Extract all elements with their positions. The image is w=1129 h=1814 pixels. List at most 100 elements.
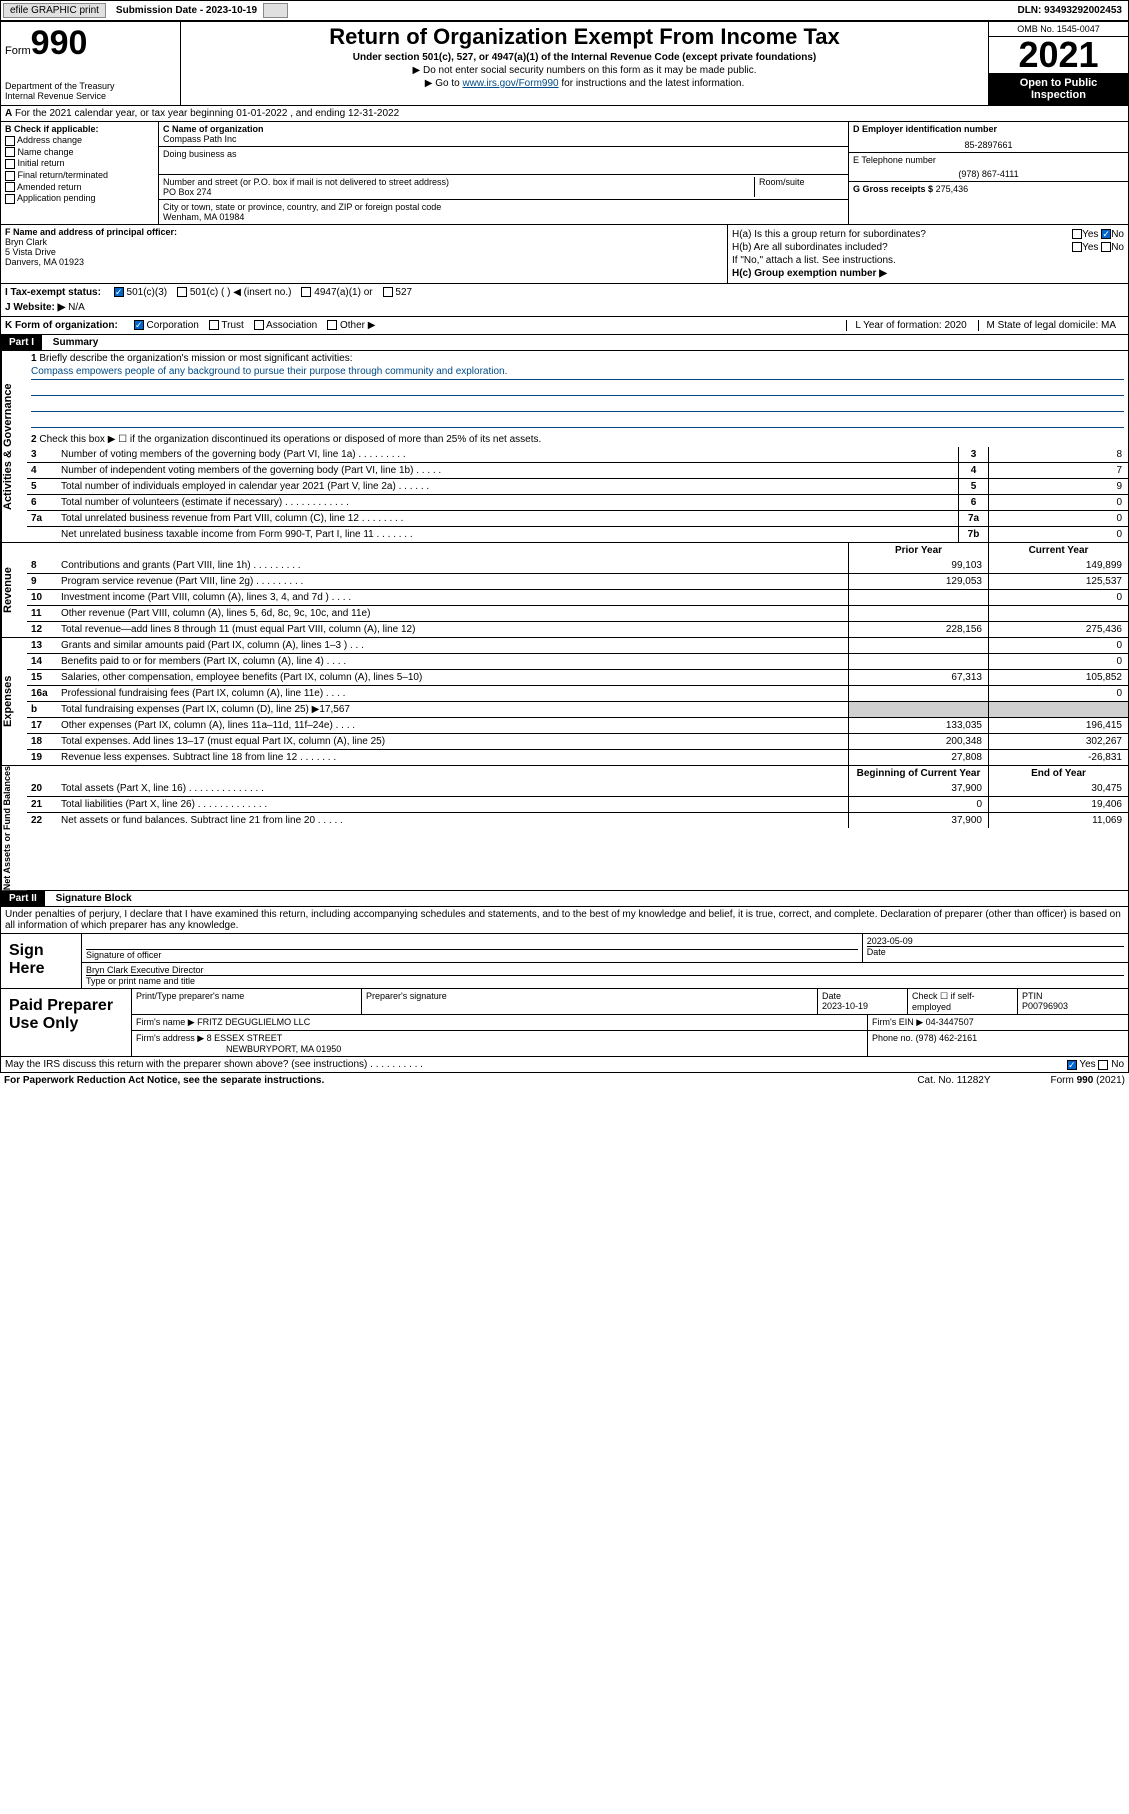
name-title-label: Type or print name and title — [86, 976, 1124, 986]
irs-link[interactable]: www.irs.gov/Form990 — [462, 78, 558, 89]
website: N/A — [68, 302, 85, 313]
form-title: Return of Organization Exempt From Incom… — [185, 24, 984, 50]
hb-note: If "No," attach a list. See instructions… — [732, 255, 1124, 266]
prep-date: 2023-10-19 — [822, 1001, 868, 1011]
officer-typed: Bryn Clark Executive Director — [86, 965, 1124, 976]
firm-addr-label: Firm's address ▶ — [136, 1033, 204, 1043]
b-label: B Check if applicable: — [5, 124, 154, 134]
phone-label: Phone no. — [872, 1033, 913, 1043]
org-form-2[interactable]: Association — [254, 320, 317, 331]
firm-addr1: 8 ESSEX STREET — [207, 1033, 283, 1043]
line-15: 15Salaries, other compensation, employee… — [27, 669, 1128, 685]
year-formation: L Year of formation: 2020 — [846, 320, 974, 331]
line-a: A For the 2021 calendar year, or tax yea… — [0, 106, 1129, 122]
line-7a: 7aTotal unrelated business revenue from … — [27, 510, 1128, 526]
may-discuss: May the IRS discuss this return with the… — [0, 1057, 1129, 1073]
line-13: 13Grants and similar amounts paid (Part … — [27, 638, 1128, 653]
line-10: 10Investment income (Part VIII, column (… — [27, 589, 1128, 605]
line-5: 5Total number of individuals employed in… — [27, 478, 1128, 494]
room-suite-label: Room/suite — [754, 177, 844, 197]
state-domicile: M State of legal domicile: MA — [978, 320, 1125, 331]
submission-date: Submission Date - 2023-10-19 — [116, 5, 257, 16]
tax-status-0[interactable]: 501(c)(3) — [114, 287, 167, 298]
col-begin: Beginning of Current Year — [848, 766, 988, 781]
section-klm: K Form of organization: Corporation Trus… — [0, 317, 1129, 335]
sign-here-label: Sign Here — [1, 934, 81, 988]
ptin-hdr: PTIN — [1022, 991, 1043, 1001]
part2-title: Signature Block — [48, 891, 140, 906]
line-7b: Net unrelated business taxable income fr… — [27, 526, 1128, 542]
firm-addr2: NEWBURYPORT, MA 01950 — [226, 1044, 341, 1054]
tax-status-3[interactable]: 527 — [383, 287, 412, 298]
tax-status-1[interactable]: 501(c) ( ) ◀ (insert no.) — [177, 287, 291, 298]
section-ij: I Tax-exempt status: 501(c)(3) 501(c) ( … — [0, 284, 1129, 317]
org-form-3[interactable]: Other ▶ — [327, 320, 375, 331]
preparer-sig-hdr: Preparer's signature — [362, 989, 818, 1014]
l1-label: Briefly describe the organization's miss… — [39, 353, 352, 364]
hb: H(b) Are all subordinates included? Yes … — [732, 242, 1124, 253]
sig-label: Signature of officer — [86, 950, 858, 960]
part1-title: Summary — [45, 335, 107, 350]
officer-name: Bryn Clark — [5, 237, 723, 247]
org-form-0[interactable]: Corporation — [134, 320, 199, 331]
ein: 85-2897661 — [853, 140, 1124, 150]
top-bar: efile GRAPHIC print Submission Date - 20… — [0, 0, 1129, 21]
org-form-1[interactable]: Trust — [209, 320, 244, 331]
dba-label: Doing business as — [163, 149, 844, 159]
firm-name-label: Firm's name ▶ — [136, 1017, 195, 1027]
side-revenue: Revenue — [1, 543, 27, 637]
line-21: 21Total liabilities (Part X, line 26) . … — [27, 796, 1128, 812]
tax-status-2[interactable]: 4947(a)(1) or — [301, 287, 372, 298]
firm-name: FRITZ DEGUGLIELMO LLC — [197, 1017, 310, 1027]
form-header: Form990 Department of the Treasury Inter… — [0, 21, 1129, 106]
col-current: Current Year — [988, 543, 1128, 558]
c-name-label: C Name of organization — [163, 124, 844, 134]
checkbox-final-return-terminated[interactable]: Final return/terminated — [5, 170, 154, 181]
k-label: K Form of organization: — [5, 320, 118, 331]
checkbox-name-change[interactable]: Name change — [5, 147, 154, 158]
paid-label: Paid Preparer Use Only — [1, 989, 131, 1056]
mission-text: Compass empowers people of any backgroun… — [31, 366, 1124, 380]
paperwork-notice: For Paperwork Reduction Act Notice, see … — [4, 1075, 324, 1086]
line-20: 20Total assets (Part X, line 16) . . . .… — [27, 781, 1128, 796]
checkbox-amended-return[interactable]: Amended return — [5, 182, 154, 193]
form-ref: Form 990 (2021) — [1051, 1075, 1125, 1086]
sign-date: 2023-05-09 — [867, 936, 1124, 947]
line-22: 22Net assets or fund balances. Subtract … — [27, 812, 1128, 828]
col-end: End of Year — [988, 766, 1128, 781]
ptin: P00796903 — [1022, 1001, 1068, 1011]
d-label: D Employer identification number — [853, 124, 1124, 134]
line-19: 19Revenue less expenses. Subtract line 1… — [27, 749, 1128, 765]
cat-no: Cat. No. 11282Y — [917, 1075, 990, 1086]
line-9: 9Program service revenue (Part VIII, lin… — [27, 573, 1128, 589]
part1-header: Part I — [1, 335, 42, 350]
line-18: 18Total expenses. Add lines 13–17 (must … — [27, 733, 1128, 749]
net-assets-section: Net Assets or Fund Balances Beginning of… — [0, 766, 1129, 891]
i-label: I Tax-exempt status: — [5, 287, 101, 298]
l2: 2 Check this box ▶ ☐ if the organization… — [27, 432, 1128, 447]
checkbox-address-change[interactable]: Address change — [5, 135, 154, 146]
checkbox-initial-return[interactable]: Initial return — [5, 158, 154, 169]
j-label: J Website: ▶ — [5, 302, 65, 313]
line-17: 17Other expenses (Part IX, column (A), l… — [27, 717, 1128, 733]
officer-addr1: 5 Vista Drive — [5, 247, 723, 257]
blank-button[interactable] — [263, 3, 288, 18]
dept-treasury: Department of the Treasury Internal Reve… — [5, 81, 176, 101]
telephone: (978) 867-4111 — [853, 169, 1124, 179]
checkbox-application-pending[interactable]: Application pending — [5, 193, 154, 204]
firm-phone: (978) 462-2161 — [916, 1033, 978, 1043]
street-address: PO Box 274 — [163, 187, 754, 197]
org-name: Compass Path Inc — [163, 134, 844, 144]
tax-year: 2021 — [989, 37, 1128, 73]
city-state-zip: Wenham, MA 01984 — [163, 212, 844, 222]
e-label: E Telephone number — [853, 155, 1124, 165]
line-b: bTotal fundraising expenses (Part IX, co… — [27, 701, 1128, 717]
side-net-assets: Net Assets or Fund Balances — [1, 766, 27, 890]
subtitle-link: ▶ Go to www.irs.gov/Form990 for instruct… — [185, 78, 984, 89]
self-employed: Check ☐ if self-employed — [908, 989, 1018, 1014]
line-16a: 16aProfessional fundraising fees (Part I… — [27, 685, 1128, 701]
efile-button[interactable]: efile GRAPHIC print — [3, 3, 106, 18]
open-inspection: Open to Public Inspection — [989, 73, 1128, 105]
line-4: 4Number of independent voting members of… — [27, 462, 1128, 478]
col-prior: Prior Year — [848, 543, 988, 558]
